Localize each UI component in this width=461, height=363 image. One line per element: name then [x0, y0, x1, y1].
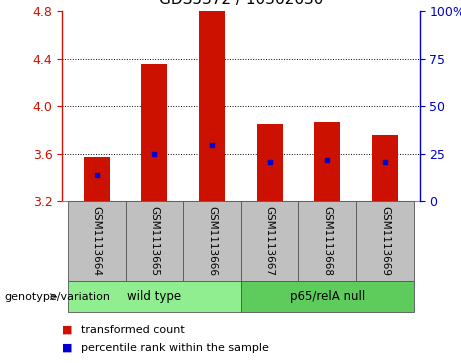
- Text: ■: ■: [62, 325, 73, 335]
- Bar: [125, 201, 183, 281]
- Text: GSM1113669: GSM1113669: [380, 207, 390, 276]
- Text: p65/relA null: p65/relA null: [290, 290, 365, 303]
- Text: GSM1113666: GSM1113666: [207, 207, 217, 276]
- Bar: [199, 11, 225, 201]
- Text: GSM1113667: GSM1113667: [265, 207, 275, 276]
- Text: genotype/variation: genotype/variation: [5, 292, 111, 302]
- Bar: [299, 201, 356, 281]
- Text: GSM1113668: GSM1113668: [322, 207, 332, 276]
- Bar: [84, 158, 110, 201]
- Bar: [241, 281, 414, 312]
- Bar: [68, 201, 126, 281]
- Title: GDS5372 / 10362630: GDS5372 / 10362630: [159, 0, 323, 7]
- Text: GSM1113664: GSM1113664: [92, 207, 102, 276]
- Text: ■: ■: [62, 343, 73, 352]
- Text: percentile rank within the sample: percentile rank within the sample: [81, 343, 269, 352]
- Text: GSM1113665: GSM1113665: [149, 207, 160, 276]
- Bar: [68, 281, 241, 312]
- Bar: [241, 201, 299, 281]
- Bar: [142, 65, 167, 201]
- Text: wild type: wild type: [127, 290, 182, 303]
- Bar: [314, 122, 340, 201]
- Bar: [257, 124, 283, 201]
- Bar: [356, 201, 414, 281]
- Bar: [183, 201, 241, 281]
- Bar: [372, 135, 398, 201]
- Text: transformed count: transformed count: [81, 325, 184, 335]
